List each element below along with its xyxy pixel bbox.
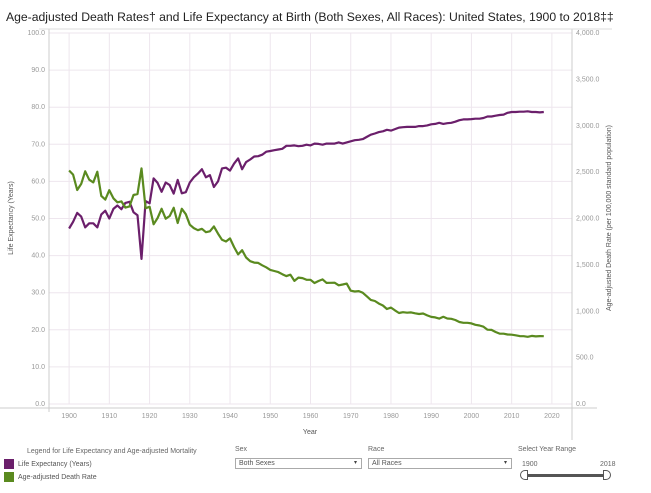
- legend-item-death-rate: Age-adjusted Death Rate: [4, 472, 97, 482]
- range-handle-max[interactable]: [603, 470, 611, 480]
- y-tick-label: 70.0: [31, 141, 45, 148]
- y-tick-label: 60.0: [31, 178, 45, 185]
- grid: [49, 32, 572, 405]
- y2-tick-label: 3,500.0: [576, 76, 599, 83]
- x-tick-label: 2010: [504, 413, 520, 420]
- x-tick-label: 1950: [262, 413, 278, 420]
- y-tick-label: 20.0: [31, 327, 45, 334]
- y-tick-label: 50.0: [31, 216, 45, 223]
- legend-swatch-purple: [4, 459, 14, 469]
- chevron-down-icon: ▾: [353, 460, 357, 466]
- y2-tick-label: 2,500.0: [576, 169, 599, 176]
- y2-tick-label: 0.0: [576, 401, 586, 408]
- x-tick-label: 1960: [303, 413, 319, 420]
- y-axis-label: Life Expectancy (Years): [8, 181, 15, 255]
- legend-label: Age-adjusted Death Rate: [18, 473, 97, 481]
- sex-select-value: Both Sexes: [239, 460, 275, 467]
- range-max-label: 2018: [600, 461, 616, 468]
- y2-tick-label: 2,000.0: [576, 216, 599, 223]
- x-tick-label: 1940: [222, 413, 238, 420]
- y-tick-label: 10.0: [31, 364, 45, 371]
- y-tick-label: 40.0: [31, 253, 45, 260]
- x-tick-label: 1970: [343, 413, 359, 420]
- death-rate-line[interactable]: [68, 167, 544, 338]
- y2-axis-label: Age-adjusted Death Rate (per 100,000 sta…: [606, 125, 613, 311]
- axes: 0.0 10.0 20.0 30.0 40.0 50.0 60.0 70.0 80.0 90.0 1…: [0, 28, 612, 440]
- x-tick-label: 1910: [102, 413, 118, 420]
- range-handle-min[interactable]: [520, 470, 528, 480]
- x-tick-label: 1980: [383, 413, 399, 420]
- legend-label: Life Expectancy (Years): [18, 460, 92, 468]
- race-label: Race: [368, 446, 385, 453]
- y-tick-label: 80.0: [31, 104, 45, 111]
- y-tick-label: 30.0: [31, 290, 45, 297]
- race-select-value: All Races: [372, 460, 402, 467]
- y2-tick-label: 4,000.0: [576, 30, 599, 37]
- y-tick-label: 90.0: [31, 67, 45, 74]
- sex-label: Sex: [235, 446, 248, 453]
- y-tick-label: 0.0: [35, 401, 45, 408]
- year-range-label: Select Year Range: [518, 446, 576, 453]
- y-tick-label: 100.0: [27, 30, 45, 37]
- race-select[interactable]: All Races ▾: [368, 458, 512, 469]
- chart-title: Age-adjusted Death Rates† and Life Expec…: [6, 10, 614, 24]
- y2-tick-label: 1,000.0: [576, 308, 599, 315]
- x-tick-label: 1900: [61, 413, 77, 420]
- y2-tick-label: 500.0: [576, 355, 594, 362]
- x-axis-label: Year: [303, 429, 318, 436]
- sex-select[interactable]: Both Sexes ▾: [235, 458, 362, 469]
- y2-tick-label: 1,500.0: [576, 262, 599, 269]
- chevron-down-icon: ▾: [503, 460, 507, 466]
- range-min-label: 1900: [522, 461, 538, 468]
- legend-item-life-expectancy: Life Expectancy (Years): [4, 459, 92, 469]
- x-tick-label: 2000: [464, 413, 480, 420]
- series-lines: [68, 110, 544, 338]
- x-tick-label: 1930: [182, 413, 198, 420]
- life-expectancy-line[interactable]: [68, 110, 544, 260]
- y2-tick-label: 3,000.0: [576, 123, 599, 130]
- legend-title: Legend for Life Expectancy and Age-adjus…: [27, 448, 197, 455]
- year-range-track[interactable]: [524, 474, 607, 477]
- x-tick-label: 2020: [544, 413, 560, 420]
- x-tick-label: 1920: [142, 413, 158, 420]
- x-tick-label: 1990: [423, 413, 439, 420]
- legend-swatch-green: [4, 472, 14, 482]
